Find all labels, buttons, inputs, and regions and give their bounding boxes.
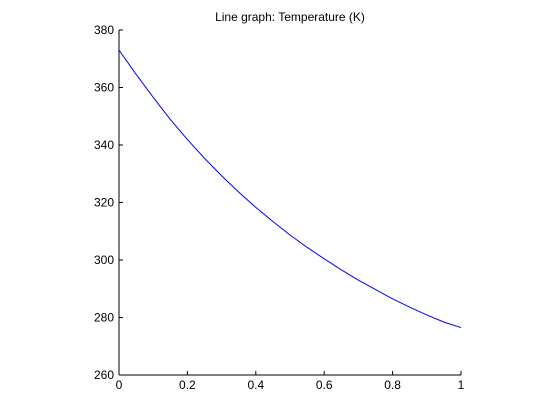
x-tick-label: 0.6 xyxy=(316,378,333,392)
y-tick-label: 320 xyxy=(94,196,114,210)
x-tick-label: 0 xyxy=(116,378,123,392)
y-tick-label: 280 xyxy=(94,311,114,325)
series-line-1 xyxy=(118,49,462,329)
x-tick-label: 0.8 xyxy=(384,378,401,392)
y-tick-label: 340 xyxy=(94,138,114,152)
chart-title: Line graph: Temperature (K) xyxy=(215,10,365,24)
x-tick-label: 0.2 xyxy=(179,378,196,392)
plot-area: 0 0.2 0.4 0.6 0.8 1 260 280 300 320 340 360 380 xyxy=(94,23,465,392)
y-tick-label: 360 xyxy=(94,81,114,95)
y-tick-label: 260 xyxy=(94,368,114,382)
y-tick-label: 300 xyxy=(94,253,114,267)
y-tick-label: 380 xyxy=(94,23,114,37)
x-tick-label: 1 xyxy=(458,378,465,392)
x-tick-label: 0.4 xyxy=(247,378,264,392)
